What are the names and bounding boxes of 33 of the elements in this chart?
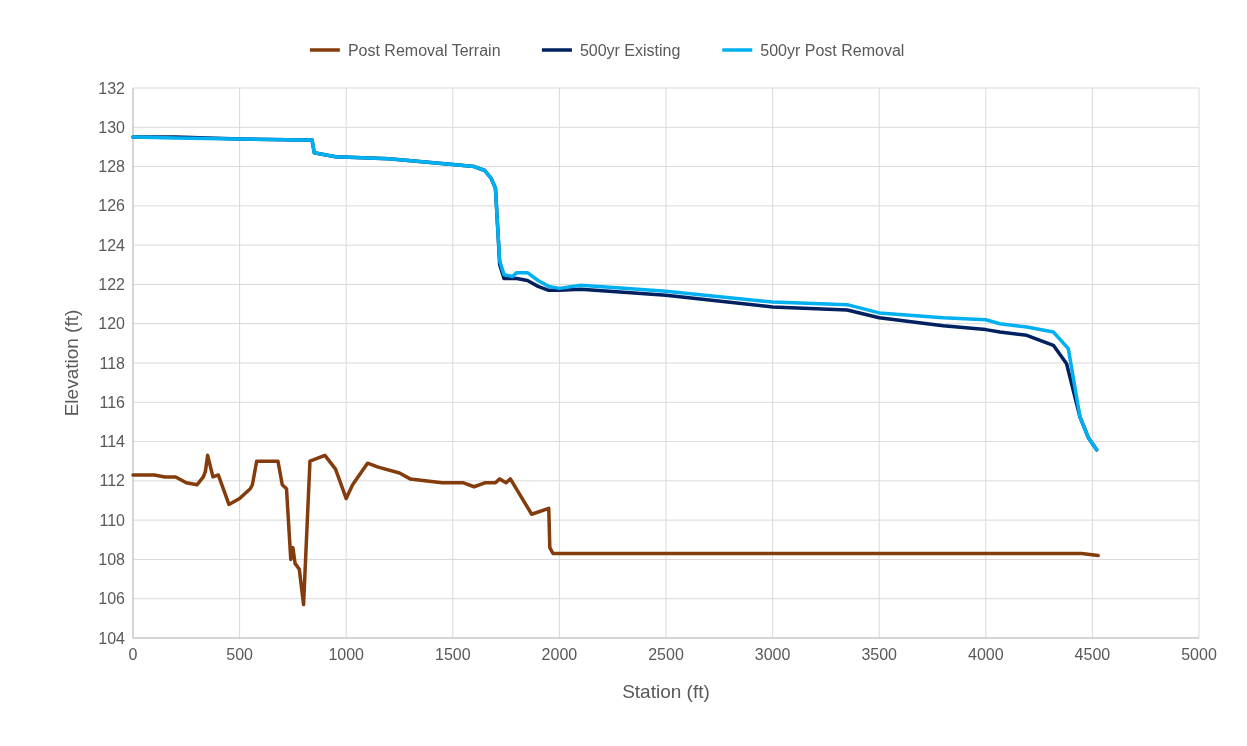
y-tick-label: 116 [99, 393, 126, 411]
y-tick-label: 122 [98, 276, 126, 294]
y-tick-label: 108 [98, 551, 126, 569]
legend-label: Post Removal Terrain [347, 41, 501, 59]
y-tick-label: 118 [99, 354, 126, 372]
x-tick-label: 0 [128, 646, 138, 663]
y-tick-label: 132 [98, 79, 126, 97]
x-tick-label: 5000 [1181, 646, 1217, 663]
line-series [131, 135, 1099, 452]
x-axis-title: Station (ft) [622, 681, 710, 702]
y-tick-label: 130 [98, 118, 126, 136]
y-tick-label: 128 [98, 158, 126, 176]
y-tick-label: 124 [98, 236, 126, 254]
y-tick-label: 114 [99, 433, 126, 451]
x-tick-label: 2000 [541, 646, 578, 663]
x-tick-label: 4000 [968, 646, 1004, 663]
x-tick-label: 3000 [754, 646, 791, 663]
x-tick-label: 3500 [861, 646, 898, 663]
legend-label: 500yr Post Removal [760, 41, 905, 59]
x-tick-label: 500 [226, 646, 254, 663]
x-tick-label: 1000 [328, 646, 365, 663]
y-tick-label: 110 [99, 511, 126, 529]
y-tick-label: 120 [98, 315, 126, 333]
y-tick-label: 112 [99, 472, 126, 490]
x-tick-label: 1500 [435, 646, 471, 663]
line-series [131, 453, 1100, 607]
x-tick-label: 4500 [1074, 646, 1111, 663]
y-tick-label: 126 [98, 197, 126, 215]
y-tick-label: 104 [98, 629, 126, 647]
x-tick-label: 2500 [648, 646, 684, 663]
y-axis-title: Elevation (ft) [61, 309, 82, 417]
y-tick-label: 106 [98, 590, 126, 608]
legend-label: 500yr Existing [579, 41, 681, 59]
